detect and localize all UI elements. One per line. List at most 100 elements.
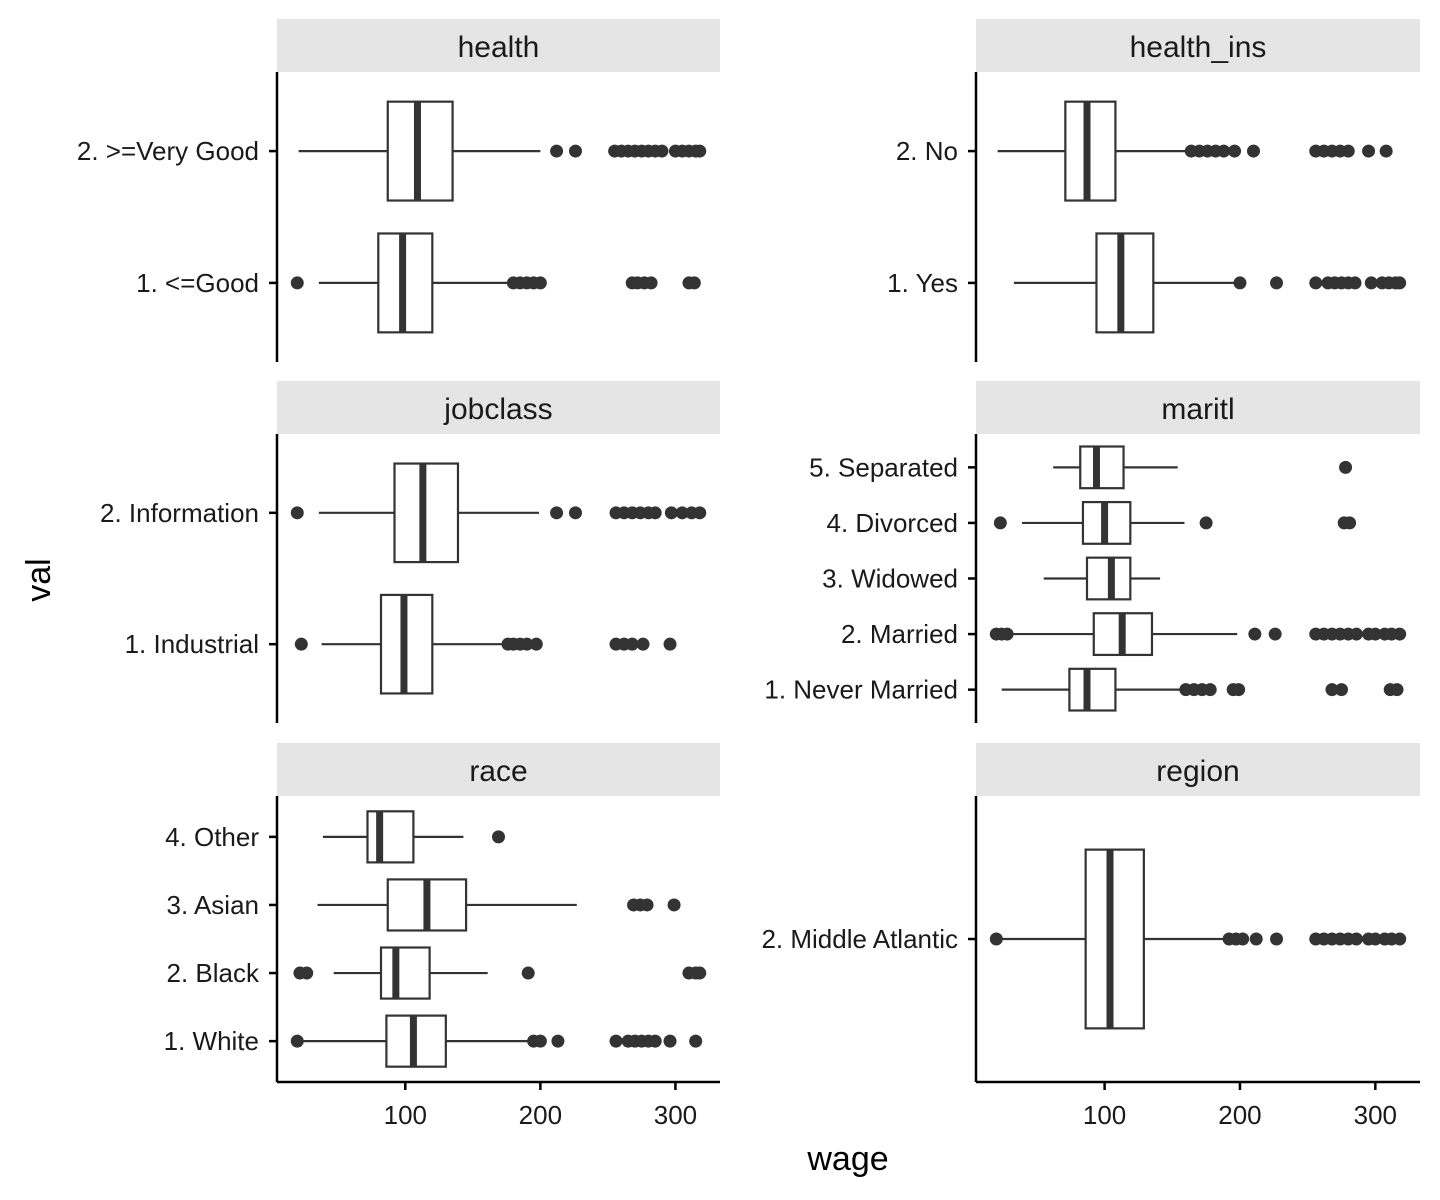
outlier-point [1000,627,1014,641]
outlier-point [1199,516,1213,530]
outlier-point [1228,144,1242,158]
strip-background [976,381,1420,434]
boxplot-group: 5. Separated [809,445,1353,490]
outlier-point [521,966,535,980]
boxplot-group: 2. >=Very Good [77,100,707,202]
panel-health_ins: health_ins 2. No 1. Yes [887,19,1420,362]
outlier-point [520,637,534,651]
outlier-point [533,1034,547,1048]
outlier-point [1343,516,1357,530]
panel-maritl: maritl 5. Separated 4. Divorced 3. Widowed 2… [764,381,1420,723]
y-tick-label: 2. >=Very Good [77,136,259,166]
iqr-box [1068,667,1117,712]
outlier-point [1364,276,1378,290]
outlier-point [1349,932,1363,946]
outlier-point [1368,627,1382,641]
x-tick-label: 100 [1083,1100,1126,1130]
strip-background [277,743,720,796]
iqr-box [366,810,415,864]
strip-label: health_ins [1130,31,1267,64]
boxplot-group: 2. Middle Atlantic [761,848,1407,1030]
outlier-point [655,144,669,158]
outlier-point [1249,932,1263,946]
y-tick-label: 1. Industrial [125,629,259,659]
outlier-point [1270,932,1284,946]
outlier-point [1248,627,1262,641]
outlier-point [568,144,582,158]
boxplot-group: 2. Married [841,612,1407,657]
x-tick-label: 300 [654,1100,697,1130]
outlier-point [290,506,304,520]
y-tick-label: 4. Divorced [827,508,959,538]
outlier-point [1247,144,1260,158]
outlier-point [533,276,547,290]
outlier-point [550,506,564,520]
outlier-point [667,898,681,912]
x-tick-label: 200 [519,1100,562,1130]
y-tick-label: 1. Yes [887,268,958,298]
iqr-box [1084,848,1145,1030]
y-tick-label: 5. Separated [809,452,958,482]
y-tick-label: 3. Widowed [822,564,958,594]
outlier-point [294,637,308,651]
boxplot-group: 1. White [164,1014,703,1068]
outlier-point [693,966,707,980]
outlier-point [663,1034,677,1048]
outlier-point [664,506,678,520]
outlier-point [1339,460,1353,474]
strip-background [976,19,1420,72]
outlier-point [550,144,564,158]
boxplot-group: 1. Yes [887,232,1407,334]
boxplot-group: 4. Divorced [827,500,1357,545]
outlier-point [1325,683,1339,697]
y-tick-label: 1. Never Married [764,675,958,705]
boxplot-group: 1. <=Good [136,232,701,334]
outlier-point [1379,144,1393,158]
boxplot-group: 3. Widowed [822,556,1161,601]
outlier-point [693,144,707,158]
outlier-point [1309,276,1323,290]
outlier-point [1393,932,1407,946]
iqr-box [1079,445,1125,490]
outlier-point [551,1034,565,1048]
x-tick-label: 200 [1218,1100,1261,1130]
outlier-point [989,932,1003,946]
strip-label: region [1156,755,1239,788]
outlier-point [675,506,689,520]
outlier-point [1236,932,1250,946]
strip-label: maritl [1161,393,1234,426]
strip-background [277,19,720,72]
outlier-point [1341,144,1355,158]
y-tick-label: 2. Information [100,498,259,528]
strip-background [976,743,1420,796]
outlier-point [1334,683,1348,697]
outlier-point [1349,627,1363,641]
outlier-point [1232,683,1246,697]
y-tick-label: 4. Other [165,822,259,852]
y-axis-title: val [20,558,58,601]
outlier-point [648,506,662,520]
outlier-point [1390,683,1404,697]
outlier-point [1217,144,1231,158]
outlier-point [529,637,543,651]
strip-label: jobclass [443,393,552,426]
outlier-point [300,966,314,980]
y-tick-label: 2. Married [841,619,958,649]
iqr-box [379,946,431,1000]
boxplot-group: 1. Industrial [125,593,677,695]
outlier-point [625,637,639,651]
boxplot-group: 2. No [896,100,1393,202]
outlier-point [1362,144,1376,158]
outlier-point [1203,683,1217,697]
outlier-point [609,1034,623,1048]
outlier-point [492,830,505,844]
strip-label: race [469,755,527,788]
y-tick-label: 2. No [896,136,958,166]
outlier-point [290,276,304,290]
outlier-point [644,276,658,290]
outlier-point [993,516,1007,530]
x-tick-label: 300 [1354,1100,1397,1130]
outlier-point [663,637,677,651]
outlier-point [640,898,654,912]
outlier-point [1348,276,1362,290]
